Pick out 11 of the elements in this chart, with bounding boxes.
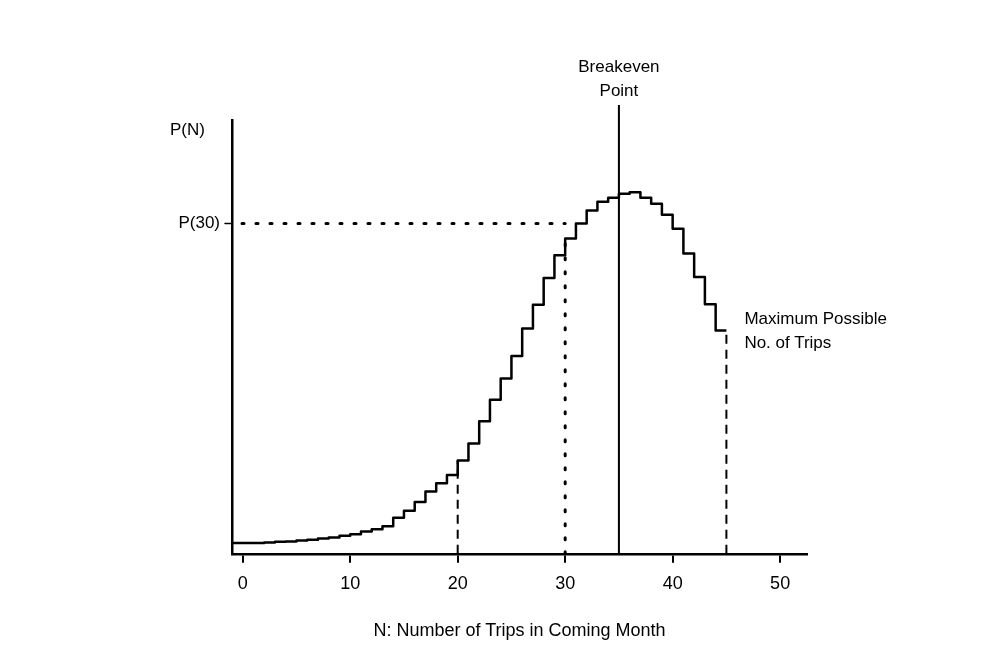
ref-line-label: Breakeven Point <box>578 57 660 100</box>
x-tick-label: 10 <box>340 572 361 593</box>
x-tick-label: 40 <box>662 572 683 593</box>
x-tick-label: 20 <box>447 572 468 593</box>
x-tick-label: 30 <box>555 572 576 593</box>
ref-line-label: P(30) <box>178 213 220 233</box>
x-axis-title: N: Number of Trips in Coming Month <box>373 620 666 641</box>
y-axis-title: P(N) <box>170 119 205 139</box>
x-tick-label: 0 <box>237 572 248 593</box>
x-tick-label: 50 <box>770 572 791 593</box>
ref-line-label: Maximum Possible No. of Trips <box>744 309 888 353</box>
